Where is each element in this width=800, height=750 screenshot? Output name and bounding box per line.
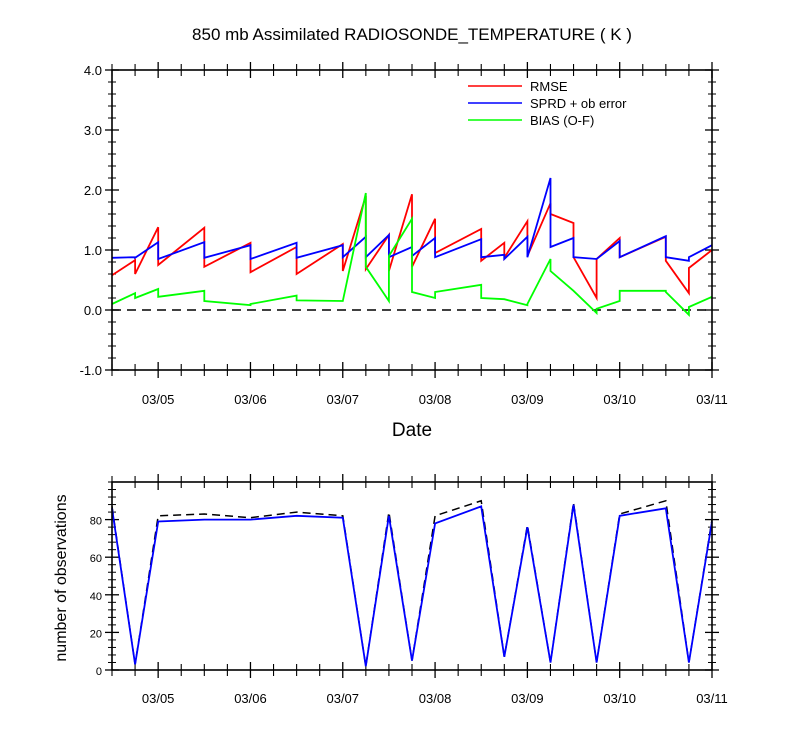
x-tick-label: 03/08 [419,691,452,706]
bottom-chart-lines [111,499,713,667]
bottom-chart: number of observations 0 20 40 60 80 03/05 03/… [53,474,728,706]
series-line-bias-o-f [111,192,713,317]
legend: RMSE SPRD + ob error BIAS (O-F) [468,79,627,128]
series-line-sprd-ob-error [111,177,713,262]
y-tick-label: 80 [90,516,102,528]
bottom-chart-ticks: 0 20 40 60 80 03/05 03/06 03/07 03/08 03/09 03/10 0… [90,474,728,706]
series-line-rmse [111,193,713,302]
x-tick-label: 03/05 [142,392,175,407]
x-tick-label: 03/10 [603,392,636,407]
legend-label-sprd: SPRD + ob error [530,96,627,111]
series-line-assimilated-observations [111,504,713,667]
y-tick-label: 4.0 [84,63,102,78]
top-chart-ticks: -1.0 0.0 1.0 2.0 3.0 4.0 03/05 03/06 03/07 03/08 0… [80,62,728,407]
y-tick-label: 3.0 [84,123,102,138]
legend-label-rmse: RMSE [530,79,568,94]
top-chart-lines [111,177,713,317]
x-tick-label: 03/09 [511,691,544,706]
y-tick-label: 1.0 [84,243,102,258]
y-tick-label: 0 [96,666,102,678]
y-tick-label: 60 [90,553,102,565]
x-tick-label: 03/10 [603,691,636,706]
y-tick-label: -1.0 [80,363,102,378]
x-tick-label: 03/06 [234,691,267,706]
top-chart-title: 850 mb Assimilated RADIOSONDE_TEMPERATUR… [192,25,632,44]
y-tick-label: 40 [90,591,102,603]
series-line-possible-observations [111,499,713,667]
x-tick-label: 03/08 [419,392,452,407]
bottom-chart-ylabel: number of observations [53,494,70,661]
x-tick-label: 03/09 [511,392,544,407]
x-tick-label: 03/06 [234,392,267,407]
x-tick-label: 03/11 [696,392,728,407]
x-tick-label: 03/07 [326,392,359,407]
x-tick-label: 03/11 [696,691,728,706]
top-chart-frame [111,69,713,371]
top-chart-xlabel: Date [392,420,432,441]
y-tick-label: 0.0 [84,303,102,318]
top-chart: 850 mb Assimilated RADIOSONDE_TEMPERATUR… [80,25,728,441]
x-tick-label: 03/07 [326,691,359,706]
y-tick-label: 20 [90,628,102,640]
legend-label-bias: BIAS (O-F) [530,113,594,128]
y-tick-label: 2.0 [84,183,102,198]
bottom-chart-frame [111,481,713,671]
x-tick-label: 03/05 [142,691,175,706]
